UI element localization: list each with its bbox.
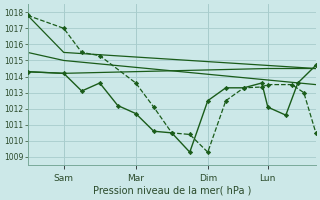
- X-axis label: Pression niveau de la mer( hPa ): Pression niveau de la mer( hPa ): [92, 186, 251, 196]
